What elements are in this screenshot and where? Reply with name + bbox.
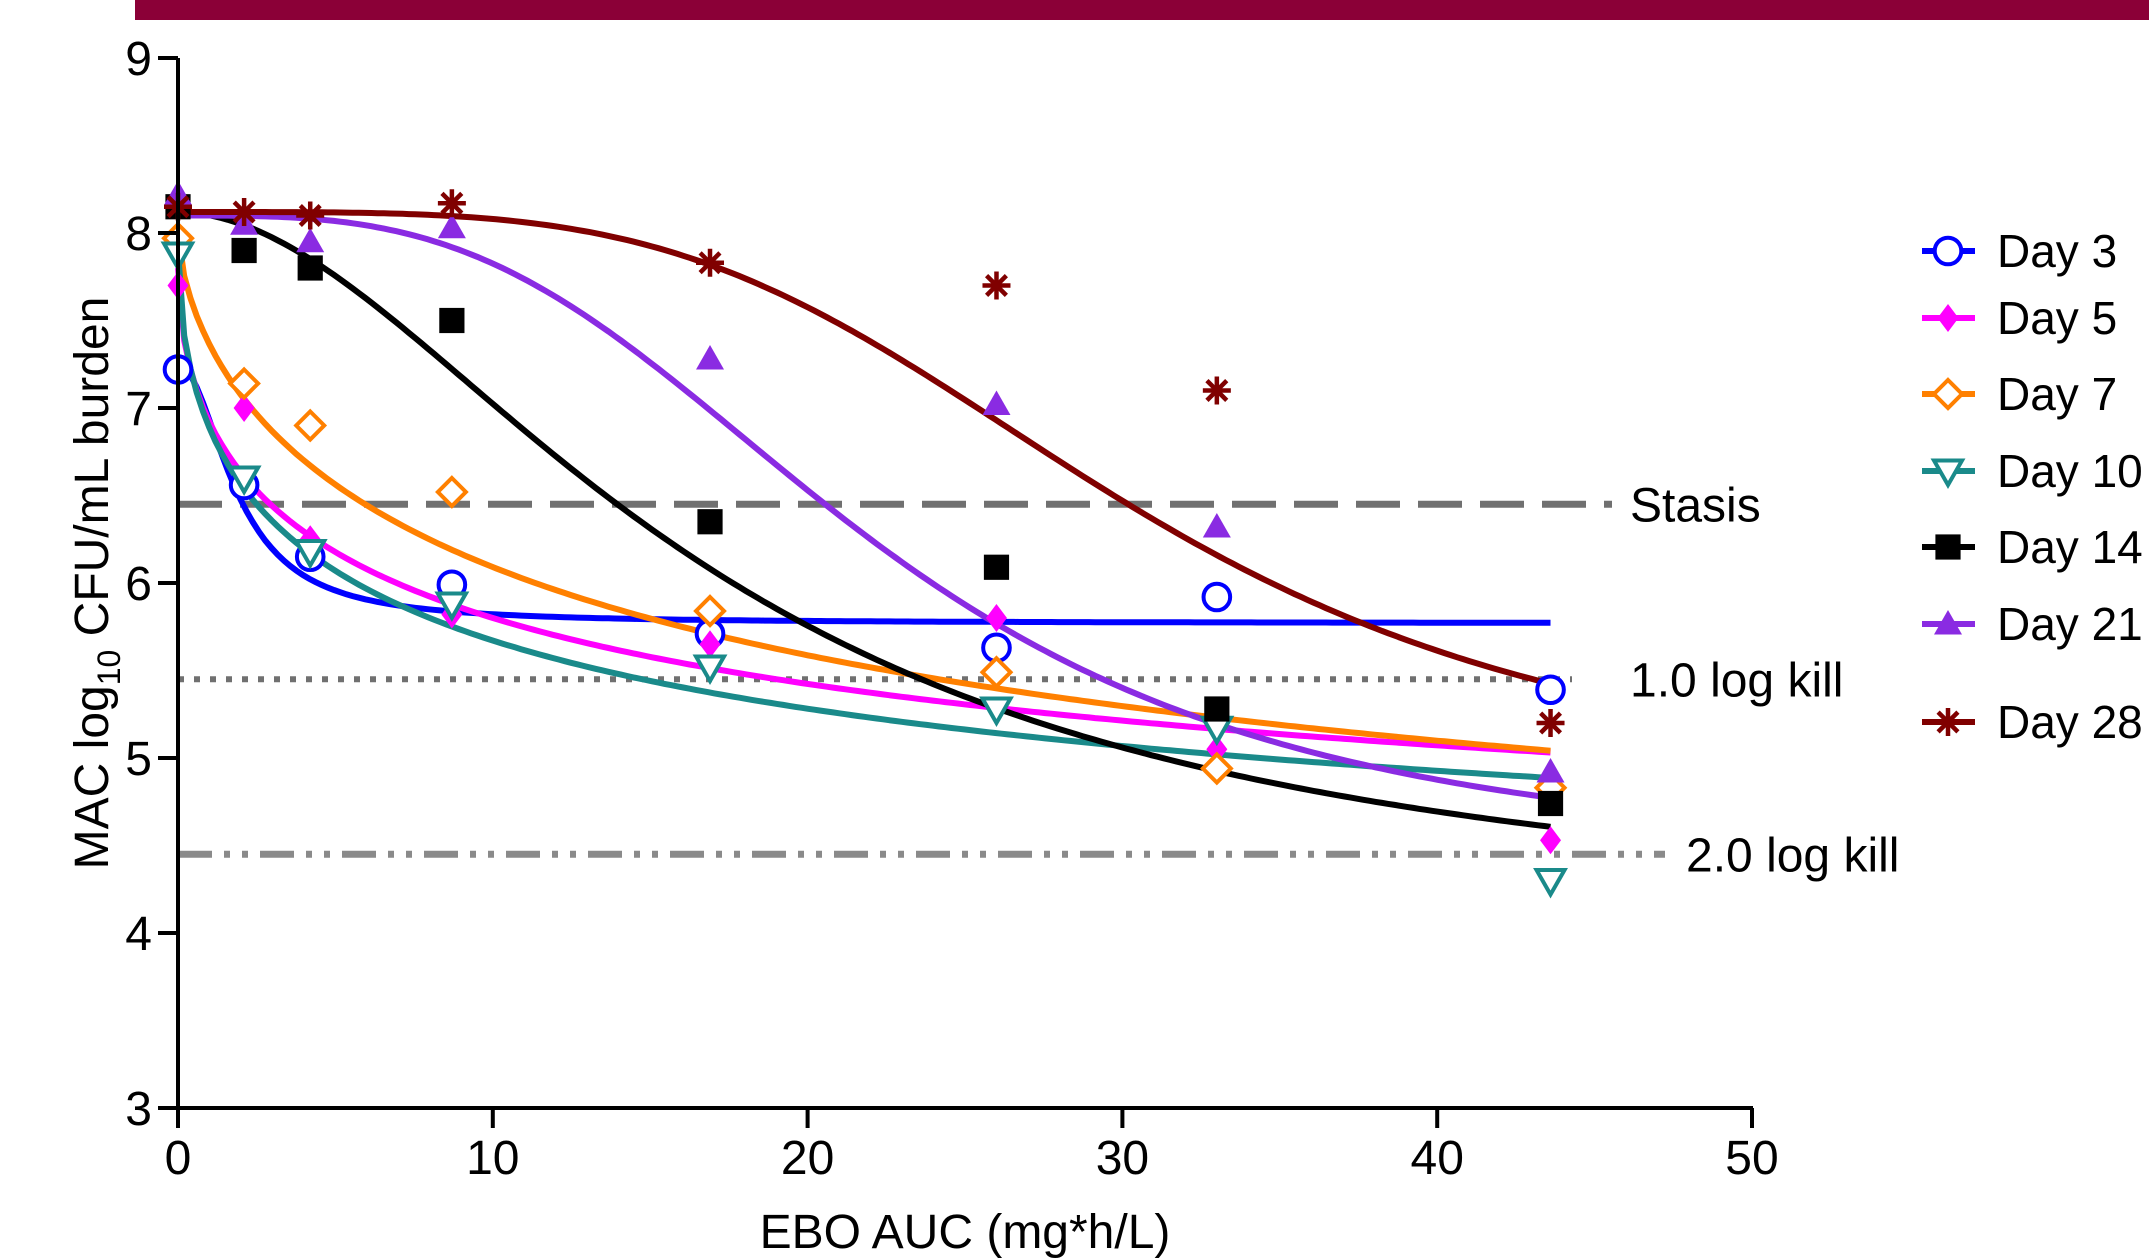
day-28-point [696,248,725,277]
legend-item-day-7: Day 7 [1922,368,2117,420]
day-21-point [437,213,466,239]
legend-label: Day 3 [1997,225,2117,277]
day-5-point [699,630,721,659]
day-5-fit-curve [175,267,1551,756]
x-tick-label: 40 [1411,1132,1464,1185]
day-14-fit-curve [177,209,1551,830]
legend-item-day-28: Day 28 [1922,696,2143,748]
day-5-point [1206,735,1228,764]
day-28-point [437,189,466,218]
y-tick-label: 3 [125,1083,152,1136]
day-7-point [979,655,1014,690]
day-10-fit-curve [175,250,1551,781]
legend-marker [1937,304,1959,332]
day-7-point [1200,751,1234,786]
stasis-label: Stasis [1630,479,1761,532]
legend-label: Day 21 [1997,598,2143,650]
legend-marker [1934,610,1962,635]
day-10-point [692,654,728,686]
legend-marker [1931,377,1965,411]
day-3-point [1535,674,1566,706]
y-axis-ticks: 3 4 5 6 7 8 9 [125,33,178,1136]
y-axis-title: MAC log10 CFU/mL burden [66,297,127,870]
data-points [160,180,1568,899]
day-21-point [296,227,325,253]
day-28-fit-curve [178,209,1552,687]
day-7-point [293,408,328,443]
y-tick-label: 9 [125,33,152,86]
day-10-point [1533,868,1568,899]
day-21-point [982,390,1011,415]
day-21-point [1536,758,1565,783]
legend-item-day-5: Day 5 [1922,292,2117,344]
fit-curves [175,209,1552,830]
day-5-point [1540,826,1562,855]
legend-marker [1935,534,1961,560]
2-0-log-kill-label: 2.0 log kill [1686,829,1899,882]
day-28-point [230,198,259,226]
day-14-point [1537,790,1564,817]
day-14-point [1204,696,1230,722]
legend-label: Day 10 [1997,445,2143,497]
day-10-point [434,591,470,623]
x-axis-title: EBO AUC (mg*h/L) [760,1206,1171,1259]
day-3-point [1201,581,1233,613]
legend-label: Day 5 [1997,292,2117,344]
day-14-point [231,237,257,264]
y-axis-title-subscript: 10 [91,650,127,686]
x-tick-label: 0 [165,1132,192,1185]
day-21-point [696,345,725,370]
y-tick-label: 6 [125,558,152,611]
top-banner [135,0,2149,20]
reference-labels: Stasis 1.0 log kill 2.0 log kill [1630,479,1899,882]
y-tick-label: 4 [125,908,152,961]
legend: Day 3 Day 5 Day 7 Day 10 Day 14 Day 21 Day 28 [1922,225,2143,748]
legend-marker [1932,235,1964,267]
day-5-point [233,394,255,422]
day-7-point [435,475,469,509]
legend-item-day-14: Day 14 [1922,521,2143,573]
legend-label: Day 7 [1997,368,2117,420]
y-tick-label: 8 [125,208,152,261]
day-5-point [985,604,1007,632]
y-tick-label: 7 [125,383,152,436]
legend-item-day-21: Day 21 [1922,598,2143,650]
day-10-point [979,696,1014,728]
legend-item-day-3: Day 3 [1922,225,2117,277]
day-14-point [697,509,723,535]
legend-label: Day 14 [1997,521,2143,573]
legend-item-day-10: Day 10 [1922,445,2143,497]
day-10-point [292,539,328,570]
1-0-log-kill-label: 1.0 log kill [1630,654,1843,707]
day-28-point [982,271,1011,300]
y-axis-title-main: MAC log [66,685,119,869]
reference-lines [178,500,1665,858]
day-14-point [297,255,323,281]
day-28-point [1202,376,1231,405]
legend-marker [1934,708,1962,736]
legend-label: Day 28 [1997,696,2143,748]
day-28-point [296,201,325,230]
x-axis-ticks: 0 10 20 30 40 50 [165,1108,1779,1185]
x-tick-label: 30 [1096,1132,1149,1185]
x-tick-label: 10 [466,1132,519,1185]
y-tick-label: 5 [125,733,152,786]
legend-marker [1930,458,1966,490]
day-21-point [1202,513,1231,538]
day-14-point [439,307,465,334]
day-3-fit-curve [176,361,1551,626]
day-7-point [227,366,261,401]
day-7-fit-curve [175,232,1551,754]
day-21-fit-curve [178,212,1551,801]
day-14-point [983,554,1010,580]
day-7-point [693,594,727,628]
day-28-point [1536,709,1565,737]
x-tick-label: 20 [781,1132,834,1185]
x-tick-label: 50 [1725,1132,1778,1185]
y-axis-title-rest: CFU/mL burden [66,297,119,650]
day-10-point [226,465,262,497]
